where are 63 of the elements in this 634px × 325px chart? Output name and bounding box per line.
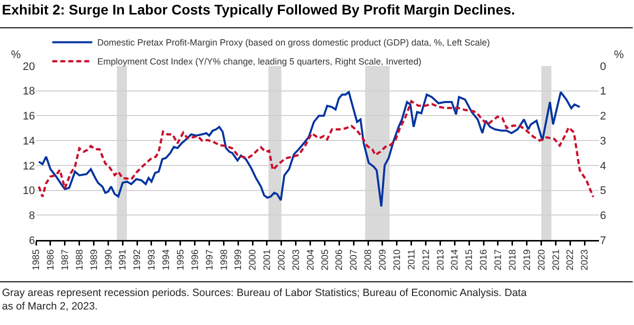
y-tick-label: 8: [28, 210, 35, 222]
x-tick-label: 2008: [363, 249, 374, 270]
x-tick-label: 1993: [146, 249, 158, 270]
y2-tick-label: 5: [600, 185, 606, 198]
x-tick-label: 2012: [420, 249, 432, 270]
y-tick-label: 10: [22, 185, 35, 198]
x-tick-label: 2000: [248, 249, 259, 270]
x-tick-label: 2018: [507, 249, 518, 270]
text: Gray areas represent recession periods. Sources: Bureau of Labor Statistics; Bureau of Economic Analysis. Data as of March 2, 2023.: [2, 287, 527, 313]
y2-tick-label: 3: [600, 135, 606, 148]
x-tick-label: 2014: [450, 249, 461, 270]
x-tick-label: 2004: [305, 249, 316, 270]
x-tick-label: 1986: [46, 249, 57, 270]
x-tick-label: 1985: [31, 249, 42, 270]
x-tick-label: 2020: [536, 249, 548, 270]
x-tick-label: 1999: [233, 249, 244, 270]
y-tick-label: 16: [22, 110, 35, 123]
y-tick-label: 6: [28, 234, 35, 247]
x-tick-label: 1989: [88, 249, 100, 270]
line-series: [38, 100, 594, 198]
x-tick-label: 1990: [103, 249, 114, 270]
y-axis-title: %: [11, 49, 21, 61]
x-tick-label: 2010: [392, 249, 403, 270]
x-tick-label: 1995: [175, 249, 186, 270]
y-tick-label: 20: [22, 60, 35, 73]
y-tick-label: 18: [22, 86, 35, 98]
x-tick-label: 2006: [334, 249, 346, 270]
x-tick-label: 2007: [348, 249, 360, 270]
y-tick-label: 12: [22, 160, 35, 172]
line-series: [38, 91, 581, 208]
x-tick-label: 1996: [190, 249, 201, 270]
x-tick-label: 2003: [290, 249, 302, 270]
x-tick-label: 1988: [74, 249, 86, 270]
x-tick-label: 2009: [378, 249, 389, 270]
x-tick-label: 2021: [550, 249, 562, 270]
x-tick-label: 1997: [204, 249, 216, 270]
y2-tick-label: 4: [600, 160, 606, 172]
x-tick-label: 1987: [60, 249, 71, 270]
x-tick-label: 2017: [493, 249, 504, 270]
y2-tick-label: 2: [600, 110, 606, 123]
y2-tick-label: 6: [600, 210, 606, 222]
x-tick-label: 2001: [262, 249, 274, 270]
x-tick-label: 1998: [218, 249, 230, 270]
y2-tick-label: 0: [600, 60, 606, 73]
x-tick-label: 1994: [161, 249, 172, 270]
x-tick-label: 2015: [464, 249, 476, 270]
x-tick-label: 1992: [132, 249, 144, 270]
x-tick-label: 2022: [565, 249, 576, 270]
legend-label: Domestic Pretax Profit-Margin Proxy (based on gross domestic product (GDP) data, %, Left Scale): [97, 38, 490, 48]
x-tick-label: 2013: [435, 249, 446, 270]
x-tick-label: 2019: [522, 249, 533, 270]
x-tick-label: 2011: [406, 249, 418, 270]
y2-tick-label: 1: [600, 86, 606, 98]
x-tick-label: 2005: [320, 249, 331, 270]
y2-axis-title: %: [614, 49, 624, 61]
x-tick-label: 1991: [118, 249, 129, 270]
legend-label: Employment Cost Index (Y/Y% change, leading 5 quarters, Right Scale, Inverted): [97, 56, 422, 67]
y-tick-label: 14: [22, 135, 35, 148]
y2-tick-label: 7: [600, 234, 606, 247]
x-tick-label: 2002: [276, 249, 288, 270]
x-tick-label: 2023: [580, 249, 591, 270]
x-tick-label: 2016: [478, 249, 490, 270]
chart-title: Exhibit 2: Surge In Labor Costs Typically Followed By Profit Margin Declines.: [2, 2, 516, 18]
